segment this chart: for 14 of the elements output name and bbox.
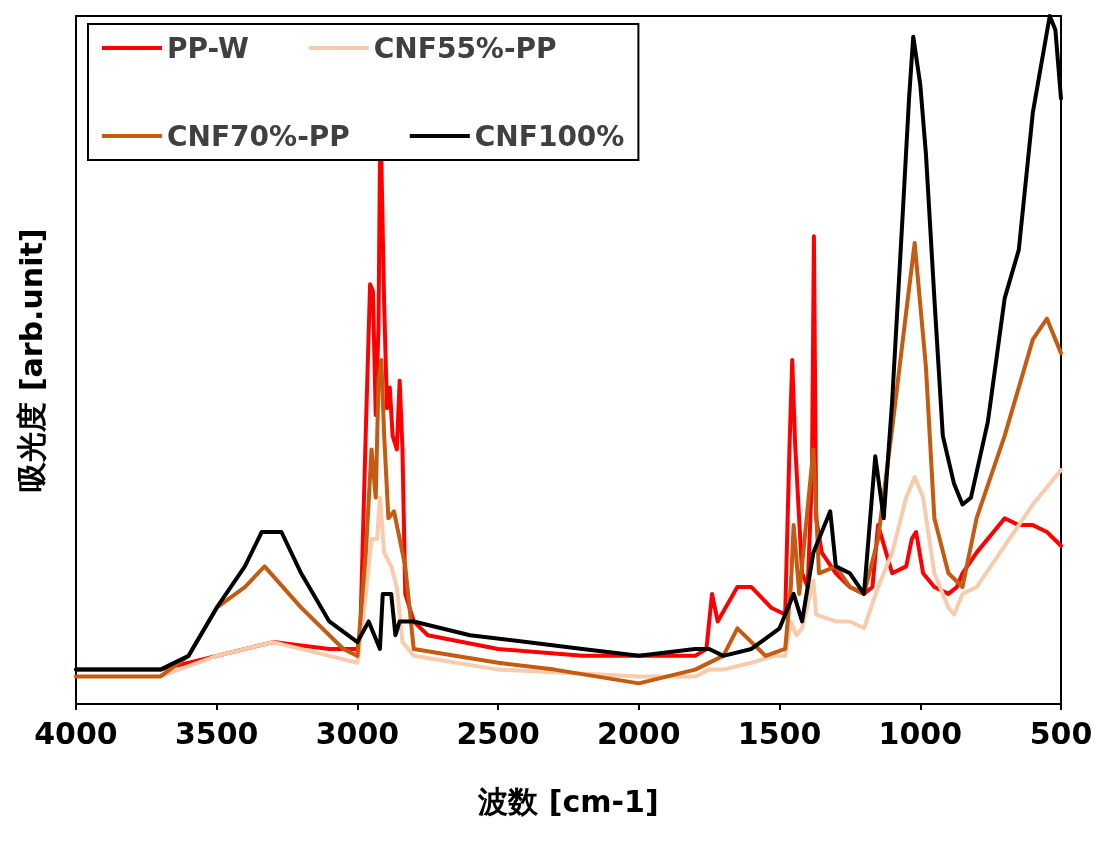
x-tick-label: 2000 [597, 715, 681, 751]
y-axis-title: 吸光度 [arb.unit] [13, 228, 49, 492]
legend-label: PP-W [167, 31, 249, 65]
x-tick-label: 3500 [174, 715, 259, 751]
x-tick-label: 3000 [315, 715, 400, 751]
legend-label: CNF55%-PP [373, 31, 557, 65]
x-tick-label: 500 [1029, 715, 1093, 751]
x-tick-label: 1500 [737, 715, 822, 751]
x-tick-label: 1000 [878, 715, 963, 751]
x-axis-title: 波数 [cm-1] [477, 783, 659, 819]
legend-label: CNF100% [474, 119, 625, 153]
legend-label: CNF70%-PP [167, 119, 350, 153]
x-tick-label: 4000 [34, 715, 118, 751]
x-tick-label: 2500 [456, 715, 540, 751]
